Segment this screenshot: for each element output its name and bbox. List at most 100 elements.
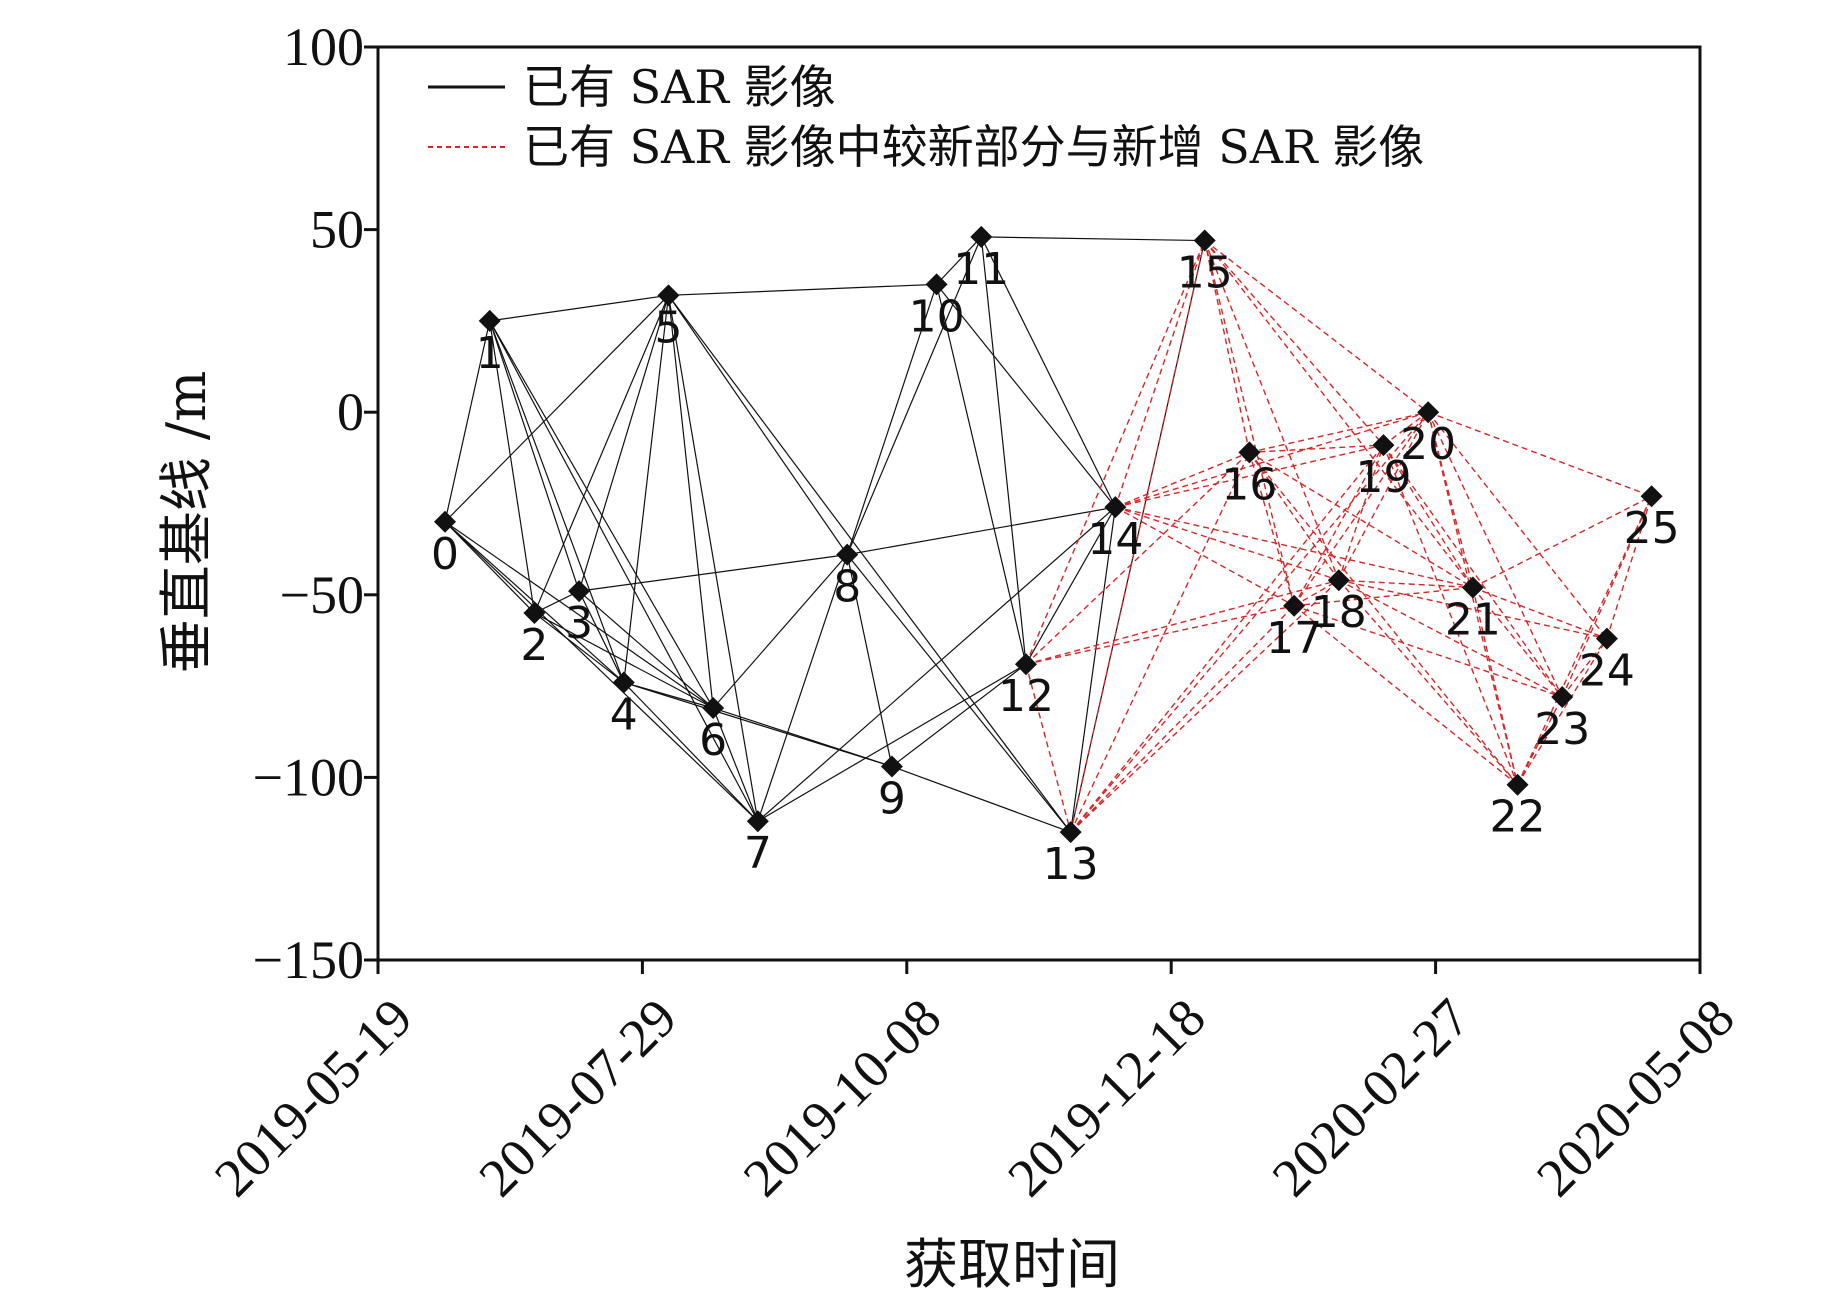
node-label: 12	[998, 671, 1054, 722]
edge-new	[1115, 444, 1384, 508]
node-marker	[1327, 569, 1350, 592]
edge-new	[1472, 586, 1608, 640]
edge-existing	[757, 663, 1027, 822]
edge-new	[1204, 240, 1251, 453]
edge-new	[1070, 411, 1429, 833]
edge-new	[1516, 495, 1653, 785]
edge-new	[1606, 495, 1653, 639]
y-tick-label: −100	[253, 747, 364, 807]
edge-new	[1249, 451, 1474, 589]
node-marker	[836, 543, 859, 566]
node-label: 3	[565, 598, 593, 649]
edge-new	[1472, 495, 1652, 589]
node-label: 11	[953, 244, 1009, 295]
edge-new	[1338, 579, 1519, 786]
edge-new	[1025, 451, 1250, 665]
node-marker	[1238, 441, 1261, 464]
plot-frame	[376, 45, 1702, 962]
edge-existing	[444, 521, 535, 614]
node-marker	[1372, 434, 1395, 457]
node-labels-layer: 012 3456789101112131415161718192021222324…	[431, 244, 1680, 890]
node-marker	[612, 671, 635, 694]
node-marker	[880, 755, 903, 778]
node-label: 20	[1400, 419, 1456, 470]
node-marker	[568, 580, 591, 603]
edge-existing	[712, 707, 759, 822]
edge-new	[1204, 240, 1340, 581]
node-marker	[523, 602, 546, 625]
edge-new	[1293, 444, 1385, 607]
edge-new	[1025, 605, 1295, 665]
nodes-layer	[434, 225, 1663, 844]
edge-existing	[623, 295, 670, 683]
legend: 已有 SAR 影像 已有 SAR 影像中较新部分与新增 SAR 影像	[428, 60, 1424, 174]
node-label: 19	[1355, 452, 1411, 503]
node-label: 14	[1087, 514, 1143, 565]
node-label: 15	[1177, 248, 1233, 299]
edge-new	[1115, 506, 1295, 607]
legend-label-new: 已有 SAR 影像中较新部分与新增 SAR 影像	[523, 120, 1424, 174]
edge-new	[1293, 579, 1340, 607]
edge-new	[1025, 579, 1339, 665]
edge-new	[1204, 240, 1295, 606]
edge-new	[1248, 451, 1340, 581]
edge-existing	[533, 295, 670, 614]
edge-existing	[489, 320, 625, 683]
edge-existing	[846, 554, 893, 767]
edge-existing	[489, 320, 759, 822]
edge-existing	[489, 294, 669, 322]
node-label: 23	[1534, 704, 1590, 755]
edge-existing	[1025, 506, 1116, 665]
edge-new	[1382, 444, 1563, 698]
edge-existing	[444, 521, 759, 822]
edge-existing	[667, 294, 848, 555]
y-axis: 100 50 0 −50 −100 −150	[253, 17, 378, 990]
edge-existing	[623, 682, 759, 822]
node-marker	[1506, 773, 1529, 796]
edge-new	[1338, 579, 1563, 698]
edge-existing	[846, 554, 1072, 833]
edge-existing	[1070, 507, 1116, 833]
edge-existing	[891, 663, 1027, 767]
edge-new	[1516, 696, 1563, 786]
node-label: 0	[431, 529, 459, 580]
edge-existing	[578, 295, 670, 592]
node-label: 8	[833, 562, 861, 613]
node-label: 4	[610, 689, 638, 740]
edge-existing	[444, 521, 714, 709]
edge-existing	[489, 320, 580, 592]
edge-new	[1561, 638, 1608, 698]
x-tick-label: 2019-12-18	[996, 987, 1217, 1208]
edges-new-layer	[1025, 240, 1653, 833]
y-tick-label: −150	[253, 930, 364, 990]
edge-new	[1293, 605, 1563, 698]
edge-new	[1516, 638, 1608, 786]
x-axis-title: 获取时间	[904, 1233, 1120, 1296]
node-label: 13	[1043, 839, 1099, 890]
edge-new	[1025, 240, 1206, 665]
node-marker	[1283, 594, 1306, 617]
edge-new	[1248, 452, 1295, 606]
node-label: 16	[1221, 459, 1277, 510]
edge-existing	[846, 284, 938, 555]
edge-new	[1338, 579, 1473, 589]
x-tick-label: 2019-05-19	[203, 987, 424, 1208]
node-marker	[1595, 627, 1618, 650]
edge-new	[1204, 240, 1429, 413]
node-marker	[478, 309, 501, 332]
edge-existing	[489, 320, 714, 709]
edge-new	[1427, 411, 1563, 698]
edge-new	[1115, 506, 1473, 589]
edge-existing	[936, 284, 1027, 665]
edge-existing	[444, 320, 491, 522]
edge-existing	[667, 295, 759, 822]
node-label: 10	[909, 291, 965, 342]
node-label: 22	[1490, 792, 1546, 843]
node-marker	[1551, 686, 1574, 709]
node-label: 18	[1311, 587, 1367, 638]
edge-new	[1069, 240, 1206, 833]
node-label: 9	[878, 773, 906, 824]
edge-existing	[846, 236, 982, 555]
edge-existing	[712, 554, 848, 709]
